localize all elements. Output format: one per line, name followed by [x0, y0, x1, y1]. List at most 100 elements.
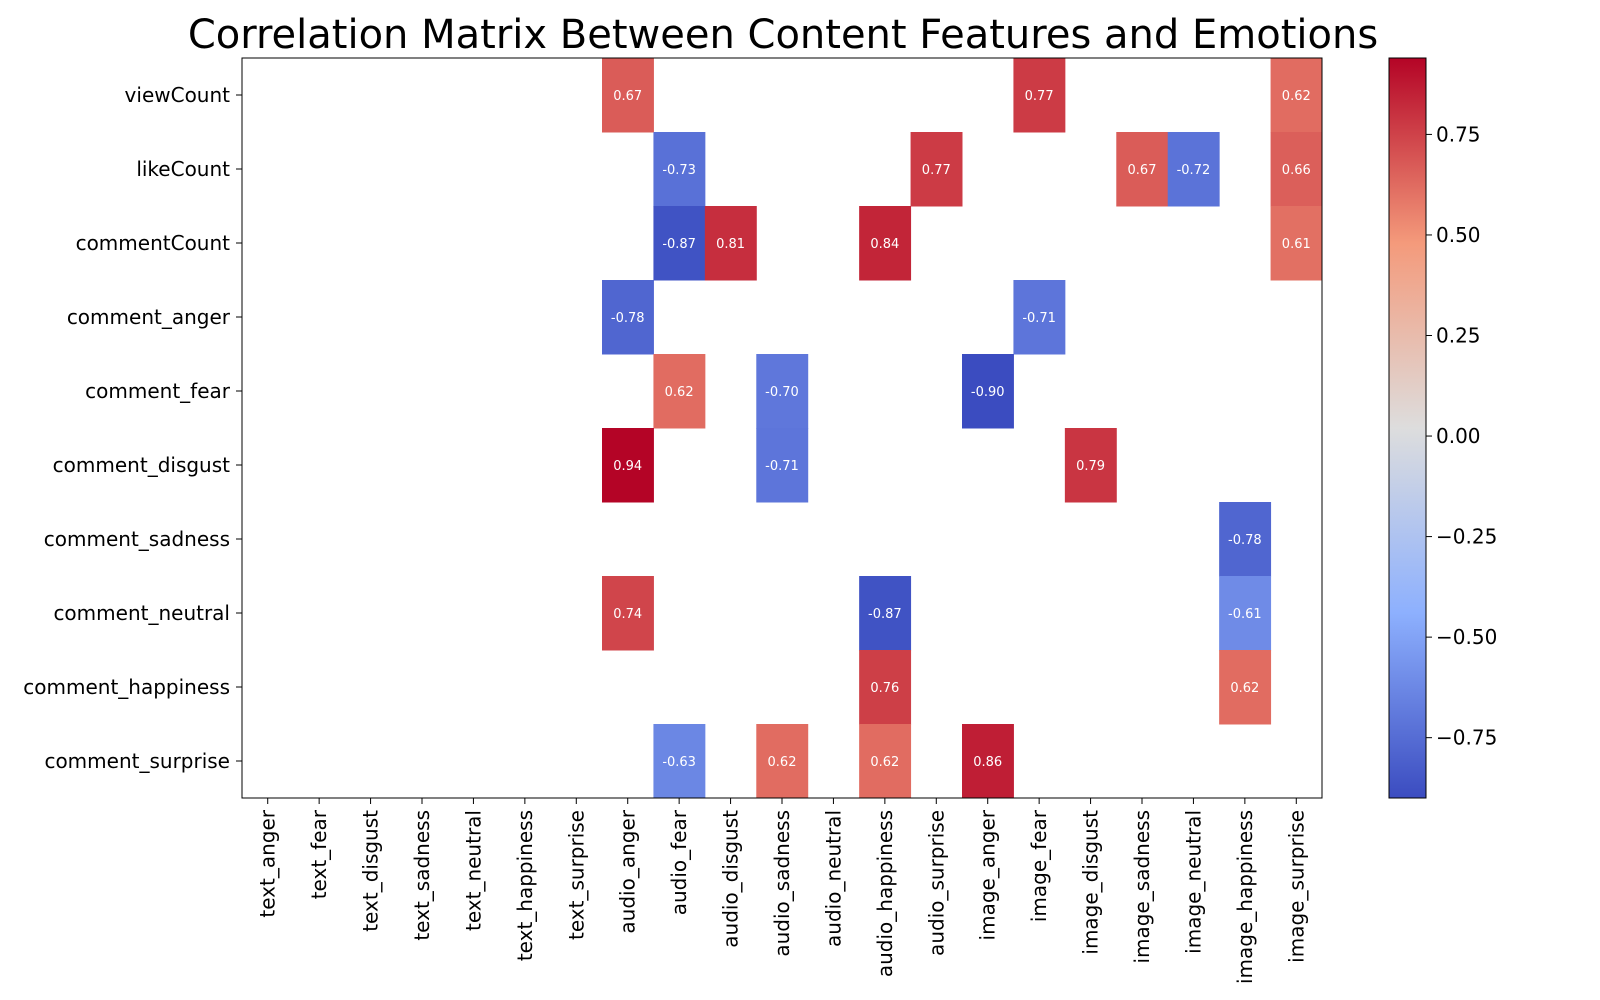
x-tick-label: image_neutral [1181, 810, 1205, 954]
heatmap-cell [602, 280, 654, 355]
chart-title: Correlation Matrix Between Content Featu… [188, 12, 1378, 58]
y-tick-label: comment_anger [67, 305, 231, 329]
cell-value-label: 0.62 [768, 755, 797, 770]
heatmap-cells: 0.67 0.77 0.62 -0.73 0.77 0.67 -0.72 0.66 -0.87 0… [602, 58, 1323, 799]
cell-value-label: 0.62 [1282, 89, 1311, 104]
x-tick-label: image_surprise [1284, 810, 1308, 963]
cell-value-label: -0.87 [662, 237, 696, 252]
heatmap-cell [1167, 132, 1220, 207]
y-tick-label: comment_surprise [44, 749, 230, 773]
cell-value-label: 0.76 [870, 681, 899, 696]
y-axis: viewCount likeCount commentCount comment_an… [23, 83, 242, 773]
cell-value-label: -0.90 [971, 385, 1005, 400]
x-tick-label: audio_fear [667, 809, 691, 915]
cell-value-label: 0.77 [1025, 89, 1054, 104]
x-tick-label: text_sadness [410, 810, 434, 941]
heatmap-cell [1013, 58, 1066, 133]
cell-value-label: -0.61 [1228, 607, 1262, 622]
cell-value-label: 0.67 [613, 89, 642, 104]
colorbar: 0.75 0.50 0.25 0.00 −0.25 −0.50 −0.75 [1388, 57, 1497, 799]
heatmap-cell [962, 354, 1014, 429]
y-tick-label: likeCount [136, 157, 230, 181]
cell-value-label: 0.61 [1282, 237, 1311, 252]
y-tick-label: comment_fear [85, 379, 231, 403]
colorbar-tick-label: −0.25 [1436, 525, 1497, 549]
heatmap-cell [859, 206, 912, 281]
heatmap-cell [962, 724, 1014, 799]
cell-value-label: -0.70 [765, 385, 799, 400]
heatmap-cell [602, 428, 654, 503]
heatmap-cell [859, 576, 912, 651]
x-tick-label: text_neutral [461, 810, 485, 931]
x-tick-label: audio_neutral [821, 810, 845, 947]
x-tick-label: text_surprise [564, 810, 588, 940]
x-tick-label: audio_happiness [873, 810, 897, 977]
x-tick-label: audio_sadness [770, 810, 794, 957]
heatmap-cell [859, 650, 912, 725]
colorbar-tick-label: 0.50 [1436, 223, 1481, 247]
colorbar-tick-label: −0.75 [1436, 726, 1497, 750]
y-tick-label: commentCount [76, 231, 231, 255]
heatmap-cell [756, 354, 809, 429]
x-axis: text_anger text_fear text_disgust text_sadn… [256, 798, 1308, 984]
heatmap-cell [1219, 650, 1272, 725]
heatmap-cell [1219, 502, 1272, 577]
cell-value-label: 0.62 [665, 385, 694, 400]
heatmap-cell [704, 206, 757, 281]
heatmap-cell [602, 58, 654, 133]
x-tick-label: image_anger [976, 809, 1000, 940]
heatmap-cell [1270, 132, 1323, 207]
cell-value-label: 0.67 [1128, 163, 1157, 178]
cell-value-label: 0.81 [716, 237, 745, 252]
cell-value-label: 0.66 [1282, 163, 1311, 178]
cell-value-label: -0.78 [611, 311, 645, 326]
cell-value-label: 0.74 [613, 607, 642, 622]
colorbar-gradient [1388, 57, 1427, 799]
heatmap-cell [1270, 206, 1323, 281]
cell-value-label: -0.71 [1022, 311, 1056, 326]
heatmap-cell [653, 724, 706, 799]
cell-value-label: -0.87 [868, 607, 902, 622]
cell-value-label: 0.62 [1230, 681, 1259, 696]
x-tick-label: image_sadness [1130, 810, 1154, 964]
heatmap-cell [910, 132, 963, 207]
x-tick-label: audio_anger [616, 809, 640, 933]
cell-value-label: 0.79 [1076, 459, 1105, 474]
heatmap-cell [1219, 576, 1272, 651]
cell-value-label: -0.78 [1228, 533, 1262, 548]
cell-value-label: 0.94 [613, 459, 642, 474]
x-tick-label: text_disgust [359, 810, 383, 932]
heatmap-cell [859, 724, 912, 799]
heatmap-cell [653, 354, 706, 429]
x-tick-label: text_happiness [513, 810, 537, 961]
y-tick-label: comment_neutral [53, 601, 230, 625]
colorbar-tick-label: 0.00 [1436, 424, 1481, 448]
x-tick-label: image_disgust [1079, 810, 1103, 955]
y-tick-label: comment_sadness [44, 527, 230, 551]
x-tick-label: image_happiness [1233, 810, 1257, 984]
x-tick-label: text_anger [256, 809, 280, 917]
colorbar-tick-label: 0.25 [1436, 324, 1481, 348]
heatmap-cell [653, 206, 706, 281]
y-tick-label: comment_happiness [23, 675, 230, 699]
cell-value-label: 0.62 [870, 755, 899, 770]
heatmap-cell [1116, 132, 1169, 207]
cell-value-label: -0.72 [1177, 163, 1211, 178]
heatmap-cell [756, 724, 809, 799]
colorbar-tick-label: 0.75 [1436, 122, 1481, 146]
heatmap-cell [1013, 280, 1066, 355]
y-tick-label: comment_disgust [53, 453, 230, 477]
cell-value-label: -0.73 [662, 163, 696, 178]
colorbar-tick-label: −0.50 [1436, 625, 1497, 649]
cell-value-label: 0.86 [973, 755, 1002, 770]
heatmap-cell [756, 428, 809, 503]
heatmap-cell [602, 576, 654, 651]
y-tick-label: viewCount [125, 83, 231, 107]
x-tick-label: text_fear [307, 809, 331, 899]
cell-value-label: 0.77 [922, 163, 951, 178]
heatmap-cell [653, 132, 706, 207]
x-tick-label: image_fear [1027, 809, 1051, 922]
x-tick-label: audio_disgust [719, 810, 743, 948]
cell-value-label: -0.63 [662, 755, 696, 770]
